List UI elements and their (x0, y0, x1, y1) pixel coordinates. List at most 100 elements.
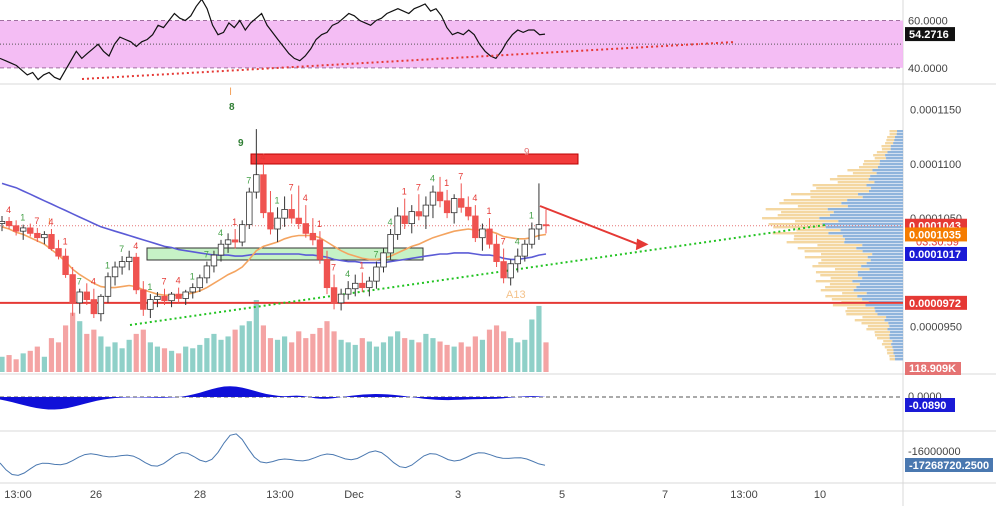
volume-bar (55, 342, 62, 372)
volume-bar (281, 336, 288, 372)
candle (189, 283, 196, 299)
volume-bar (303, 338, 309, 372)
volume-profile-bar (869, 268, 903, 271)
setup-count: 4 (515, 237, 520, 247)
setup-count: 1 (20, 213, 25, 223)
candle (330, 274, 338, 310)
candle (253, 129, 260, 199)
volume-profile-bar (862, 196, 903, 199)
volume-profile-bar (895, 358, 903, 361)
volume-profile-bar (864, 160, 880, 163)
volume-bar (260, 325, 267, 372)
candle (373, 261, 380, 289)
volume-bar (373, 346, 380, 372)
volume-profile-bar (862, 277, 903, 280)
volume-bar (91, 329, 97, 372)
macd-panel: 0.0000 -0.0890 (0, 386, 955, 412)
volume-profile-bar (874, 157, 887, 160)
volume-bar (345, 342, 351, 372)
candle (41, 231, 48, 245)
setup-count: 7 (161, 277, 166, 287)
candle (175, 287, 182, 303)
rsi-tick-label: 40.0000 (908, 63, 948, 75)
candle (27, 223, 34, 237)
volume-profile-bar (796, 229, 841, 232)
volume-profile-bar (825, 295, 858, 298)
candle (521, 239, 529, 262)
volume-bar (48, 338, 55, 372)
candle-body (401, 215, 408, 224)
candle (542, 209, 550, 234)
candle (486, 218, 493, 249)
volume-bar (458, 342, 464, 372)
volume-profile-bar (783, 199, 848, 202)
volume-bar (70, 312, 76, 372)
volume-bar (176, 353, 182, 372)
setup-count: 4 (48, 217, 53, 227)
time-tick-label: 26 (90, 489, 102, 501)
volume-profile-bar (812, 184, 867, 187)
ma-slow-badge (905, 246, 967, 261)
candle (514, 248, 521, 273)
volume-profile-bar (856, 286, 903, 289)
candle (465, 196, 472, 221)
candle-body (514, 255, 521, 265)
setup-count: 7 (77, 277, 82, 287)
candle (55, 239, 62, 260)
volume-bar (324, 321, 330, 372)
volume-profile-bar (810, 196, 863, 199)
candle-body (408, 211, 415, 224)
volume-bar (423, 333, 429, 372)
candles (0, 129, 550, 322)
rsi-panel: 60.0000 40.0000 54.2716 (0, 0, 955, 81)
volume-profile-bar (765, 208, 828, 211)
setup-count: 4 (260, 152, 265, 162)
setup-count: 4 (303, 193, 308, 203)
candle-body (295, 217, 302, 224)
macd-value-badge (905, 398, 955, 412)
candle (69, 267, 76, 316)
volume-bar (267, 338, 274, 372)
volume-profile-bar (762, 217, 820, 220)
candle (316, 231, 324, 264)
volume-profile-bar (794, 235, 843, 238)
volume-profile-bar (868, 178, 903, 181)
volume-bar (62, 325, 69, 372)
setup-count: 7 (204, 250, 209, 260)
volume-bar (13, 359, 19, 372)
candle-body (443, 200, 451, 214)
volume-profile-bar (867, 256, 903, 259)
candle-body (521, 243, 529, 257)
setup-count: 1 (402, 187, 407, 197)
obv-value-badge (905, 458, 993, 472)
candle (12, 220, 20, 236)
candle-body (161, 295, 168, 302)
candle (387, 229, 394, 260)
candle-body (76, 291, 83, 304)
volume-profile-bar (854, 319, 885, 322)
candle-body (168, 293, 175, 302)
volume-profile-bar (889, 337, 903, 340)
volume-profile-bar (773, 226, 826, 229)
time-axis[interactable]: 13:00 26 28 13:00 Dec 3 5 7 13:00 10 (4, 489, 826, 501)
volume-bar (0, 356, 5, 372)
volume-profile-bar (884, 319, 903, 322)
setup-count: 4 (430, 174, 435, 184)
volume-profile-bar (887, 352, 894, 355)
volume-profile-bar (886, 349, 894, 352)
candle (450, 194, 458, 224)
candle-body (189, 287, 196, 293)
candle-body (309, 232, 317, 241)
volume-bar (133, 333, 139, 372)
volume-profile-bar (894, 355, 903, 358)
candle (493, 234, 500, 268)
volume-bar (253, 300, 259, 372)
volume-profile-bar (870, 259, 903, 262)
volume-profile-bar (877, 313, 903, 316)
volume-profile-bar (857, 295, 903, 298)
price-tick-label: 0.0001100 (910, 159, 961, 171)
time-tick-label: 3 (455, 489, 461, 501)
volume-profile-bar (892, 340, 903, 343)
